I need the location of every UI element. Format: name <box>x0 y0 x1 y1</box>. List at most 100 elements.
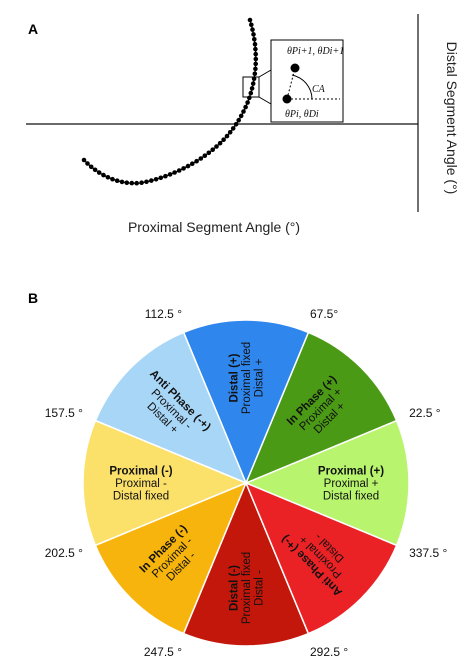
sector-5 <box>94 481 248 635</box>
trajectory-point <box>172 170 177 175</box>
trajectory-point <box>217 140 223 146</box>
trajectory-point <box>249 86 255 91</box>
sector-line: Distal fixed <box>113 491 169 503</box>
trajectory-point <box>202 153 208 158</box>
trajectory-point <box>214 144 219 149</box>
trajectory-point <box>167 172 173 177</box>
trajectory-point <box>251 32 256 37</box>
trajectory-point <box>253 46 258 52</box>
trajectory-point <box>101 172 106 178</box>
sector-title: Distal (-) <box>229 565 241 611</box>
sector-label-6: Distal (-) Proximal fixed Distal - <box>229 552 266 624</box>
trajectory-point <box>250 81 256 86</box>
trajectory-point <box>253 61 258 67</box>
trajectory-point <box>241 109 246 114</box>
sector-label-4: Proximal (-)Proximal -Distal fixed <box>109 466 172 503</box>
trajectory-point <box>114 178 120 183</box>
trajectory-point <box>252 37 257 42</box>
sector-2 <box>182 319 310 485</box>
boundary-label: 337.5 ° <box>409 546 447 560</box>
trajectory-point <box>233 122 239 127</box>
boundary-label: 292.5 ° <box>310 645 348 659</box>
trajectory-point <box>253 51 258 57</box>
sector-line: Distal + <box>254 358 266 397</box>
zoom-connector-bottom <box>258 96 272 105</box>
trajectory-point <box>129 180 135 186</box>
boundary-angle-labels: 22.5 ° 67.5° 112.5 ° 157.5 ° 202.5 ° 247.5 ° 2… <box>45 307 448 659</box>
sector-6 <box>182 481 310 647</box>
trajectory-point <box>252 41 258 47</box>
trajectory-point <box>85 161 90 166</box>
inset-label-bottom: θPi, θDi <box>285 109 319 120</box>
sector-line: Proximal + <box>324 478 379 490</box>
trajectory-point <box>253 56 259 62</box>
trajectory-point <box>236 117 241 123</box>
trajectory-point <box>224 133 230 139</box>
trajectory-point <box>247 95 252 101</box>
trajectory-point <box>251 76 257 81</box>
sector-3 <box>94 331 248 485</box>
trajectory-point <box>230 126 236 131</box>
trajectory-point <box>88 164 94 170</box>
sector-label-2: Distal (+) Proximal fixed Distal + <box>229 342 266 414</box>
panel-a: A θPi+1, θDi+1 CA θPi, θDi Proximal Segm… <box>26 14 460 235</box>
sector-line: Distal - <box>254 570 266 606</box>
trajectory-point <box>149 178 154 183</box>
sector-title: Proximal (-) <box>109 466 172 478</box>
y-axis-title: Distal Segment Angle (°) <box>444 42 460 195</box>
boundary-label: 22.5 ° <box>409 406 441 420</box>
sector-line: Proximal fixed <box>241 552 253 624</box>
inset-label-top: θPi+1, θDi+1 <box>287 46 344 57</box>
trajectory-point <box>81 157 87 163</box>
trajectory-point <box>176 168 182 173</box>
trajectory-point <box>105 175 111 180</box>
trajectory-point <box>221 137 226 142</box>
trajectory-points <box>81 17 259 186</box>
trajectory-point <box>253 66 258 72</box>
trajectory-point <box>194 158 199 164</box>
trajectory-point <box>124 180 130 185</box>
boundary-label: 247.5 ° <box>144 645 182 659</box>
boundary-label: 112.5 ° <box>145 307 182 321</box>
sector-label-0: Proximal (+)Proximal +Distal fixed <box>318 466 384 503</box>
trajectory-point <box>185 163 191 169</box>
trajectory-curve <box>83 19 257 184</box>
inset-vector <box>286 67 296 100</box>
trajectory-point <box>190 161 195 166</box>
sector-0 <box>244 419 410 547</box>
trajectory-point <box>119 179 125 185</box>
sector-4 <box>82 419 248 547</box>
trajectory-point <box>153 177 159 182</box>
trajectory-point <box>181 166 186 171</box>
trajectory-point <box>249 22 254 28</box>
sector-title: Distal (+) <box>229 353 241 402</box>
trajectory-point <box>245 100 250 105</box>
trajectory-point <box>110 176 115 182</box>
trajectory-point <box>144 179 149 185</box>
sector-1 <box>244 331 398 485</box>
trajectory-point <box>227 130 233 135</box>
trajectory-point <box>163 173 168 179</box>
trajectory-point <box>139 180 144 185</box>
trajectory-point <box>252 71 258 77</box>
zoom-connector-top <box>258 69 272 78</box>
inset-box: θPi+1, θDi+1 CA θPi, θDi <box>270 39 344 123</box>
trajectory-point <box>248 90 254 96</box>
sector-line: Proximal - <box>115 478 167 490</box>
trajectory-point <box>206 150 212 156</box>
trajectory-point <box>158 175 164 181</box>
sector-7 <box>244 481 398 635</box>
inset-angle-label: CA <box>312 84 326 95</box>
panel-a-label: A <box>28 21 38 37</box>
trajectory-point <box>247 17 253 23</box>
trajectory-point <box>92 167 98 173</box>
inset-angle-arc <box>291 74 313 100</box>
zoom-box <box>242 76 260 98</box>
sector-line: Proximal fixed <box>241 342 253 414</box>
trajectory-point <box>250 27 255 32</box>
trajectory-point <box>96 170 102 175</box>
trajectory-point <box>210 147 215 152</box>
